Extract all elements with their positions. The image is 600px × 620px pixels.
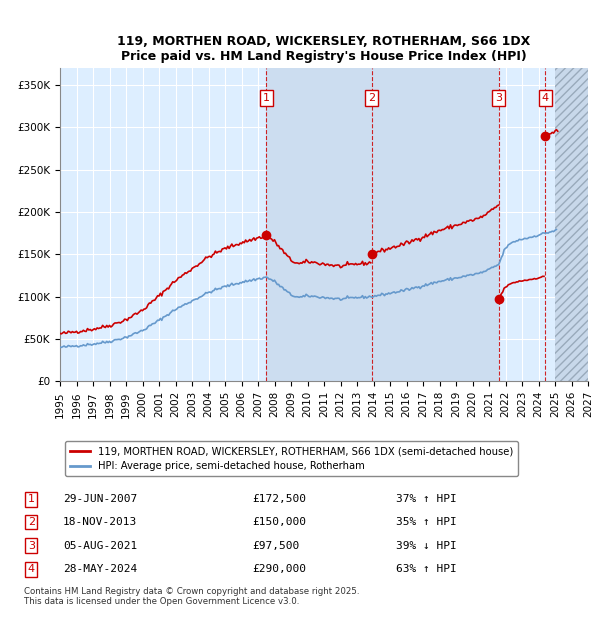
Text: 35% ↑ HPI: 35% ↑ HPI bbox=[396, 517, 457, 527]
Text: 39% ↓ HPI: 39% ↓ HPI bbox=[396, 541, 457, 551]
Text: 28-MAY-2024: 28-MAY-2024 bbox=[63, 564, 137, 574]
Text: 05-AUG-2021: 05-AUG-2021 bbox=[63, 541, 137, 551]
Text: 18-NOV-2013: 18-NOV-2013 bbox=[63, 517, 137, 527]
Text: £290,000: £290,000 bbox=[252, 564, 306, 574]
Text: 29-JUN-2007: 29-JUN-2007 bbox=[63, 494, 137, 504]
Text: This data is licensed under the Open Government Licence v3.0.: This data is licensed under the Open Gov… bbox=[24, 597, 299, 606]
Text: 2: 2 bbox=[28, 517, 35, 527]
Text: 3: 3 bbox=[28, 541, 35, 551]
Text: 1: 1 bbox=[263, 93, 270, 103]
Text: £172,500: £172,500 bbox=[252, 494, 306, 504]
Text: £150,000: £150,000 bbox=[252, 517, 306, 527]
Text: 4: 4 bbox=[542, 93, 549, 103]
Text: 3: 3 bbox=[495, 93, 502, 103]
Title: 119, MORTHEN ROAD, WICKERSLEY, ROTHERHAM, S66 1DX
Price paid vs. HM Land Registr: 119, MORTHEN ROAD, WICKERSLEY, ROTHERHAM… bbox=[118, 35, 530, 63]
Bar bbox=[555, 68, 588, 381]
Text: Contains HM Land Registry data © Crown copyright and database right 2025.: Contains HM Land Registry data © Crown c… bbox=[24, 587, 359, 596]
Text: 1: 1 bbox=[28, 494, 35, 504]
Text: 37% ↑ HPI: 37% ↑ HPI bbox=[396, 494, 457, 504]
Text: 2: 2 bbox=[368, 93, 375, 103]
Text: 63% ↑ HPI: 63% ↑ HPI bbox=[396, 564, 457, 574]
Text: £97,500: £97,500 bbox=[252, 541, 299, 551]
Text: 4: 4 bbox=[28, 564, 35, 574]
Legend: 119, MORTHEN ROAD, WICKERSLEY, ROTHERHAM, S66 1DX (semi-detached house), HPI: Av: 119, MORTHEN ROAD, WICKERSLEY, ROTHERHAM… bbox=[65, 441, 518, 476]
Bar bbox=[266, 68, 499, 381]
